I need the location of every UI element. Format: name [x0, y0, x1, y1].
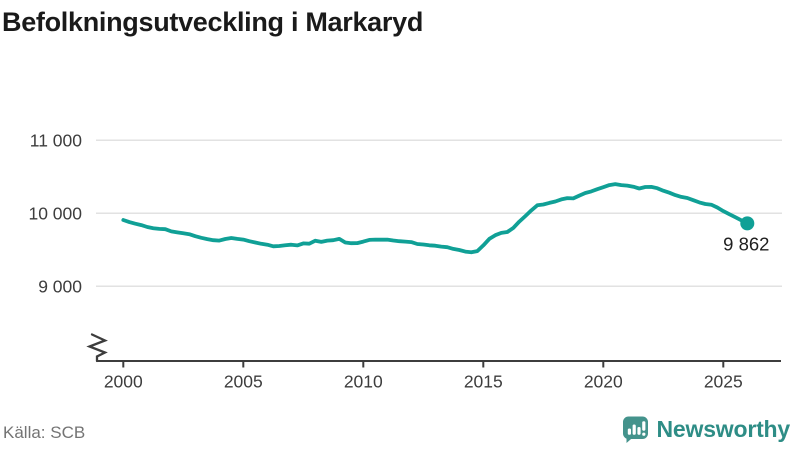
series-line [121, 182, 750, 255]
end-value-label: 9 862 [723, 233, 769, 254]
x-axis [86, 333, 781, 363]
y-tick-label: 11 000 [30, 131, 82, 151]
newsworthy-bars-icon [622, 416, 648, 443]
x-tick-label: 2020 [584, 372, 623, 392]
newsworthy-wordmark: Newsworthy [656, 416, 791, 442]
y-tick-label: 9 000 [38, 277, 82, 297]
series-layer: 9 862 [121, 182, 769, 255]
x-tick-label: 2005 [224, 372, 263, 392]
axis-break-icon [86, 333, 108, 363]
x-tick-label: 2025 [704, 372, 743, 392]
end-point-dot [740, 216, 755, 231]
y-tick-label: 10 000 [28, 204, 82, 224]
source-label: Källa: SCB [3, 423, 86, 442]
x-tick-labels: 2000 2005 2010 2015 2020 2025 [104, 361, 743, 392]
chart-title: Befolkningsutveckling i Markaryd [2, 7, 424, 37]
x-tick-label: 2015 [464, 372, 503, 392]
x-tick-label: 2010 [344, 372, 383, 392]
x-tick-label: 2000 [104, 372, 143, 392]
gridlines: 11 000 10 000 9 000 [28, 131, 782, 297]
newsworthy-logo[interactable]: Newsworthy [622, 416, 790, 443]
